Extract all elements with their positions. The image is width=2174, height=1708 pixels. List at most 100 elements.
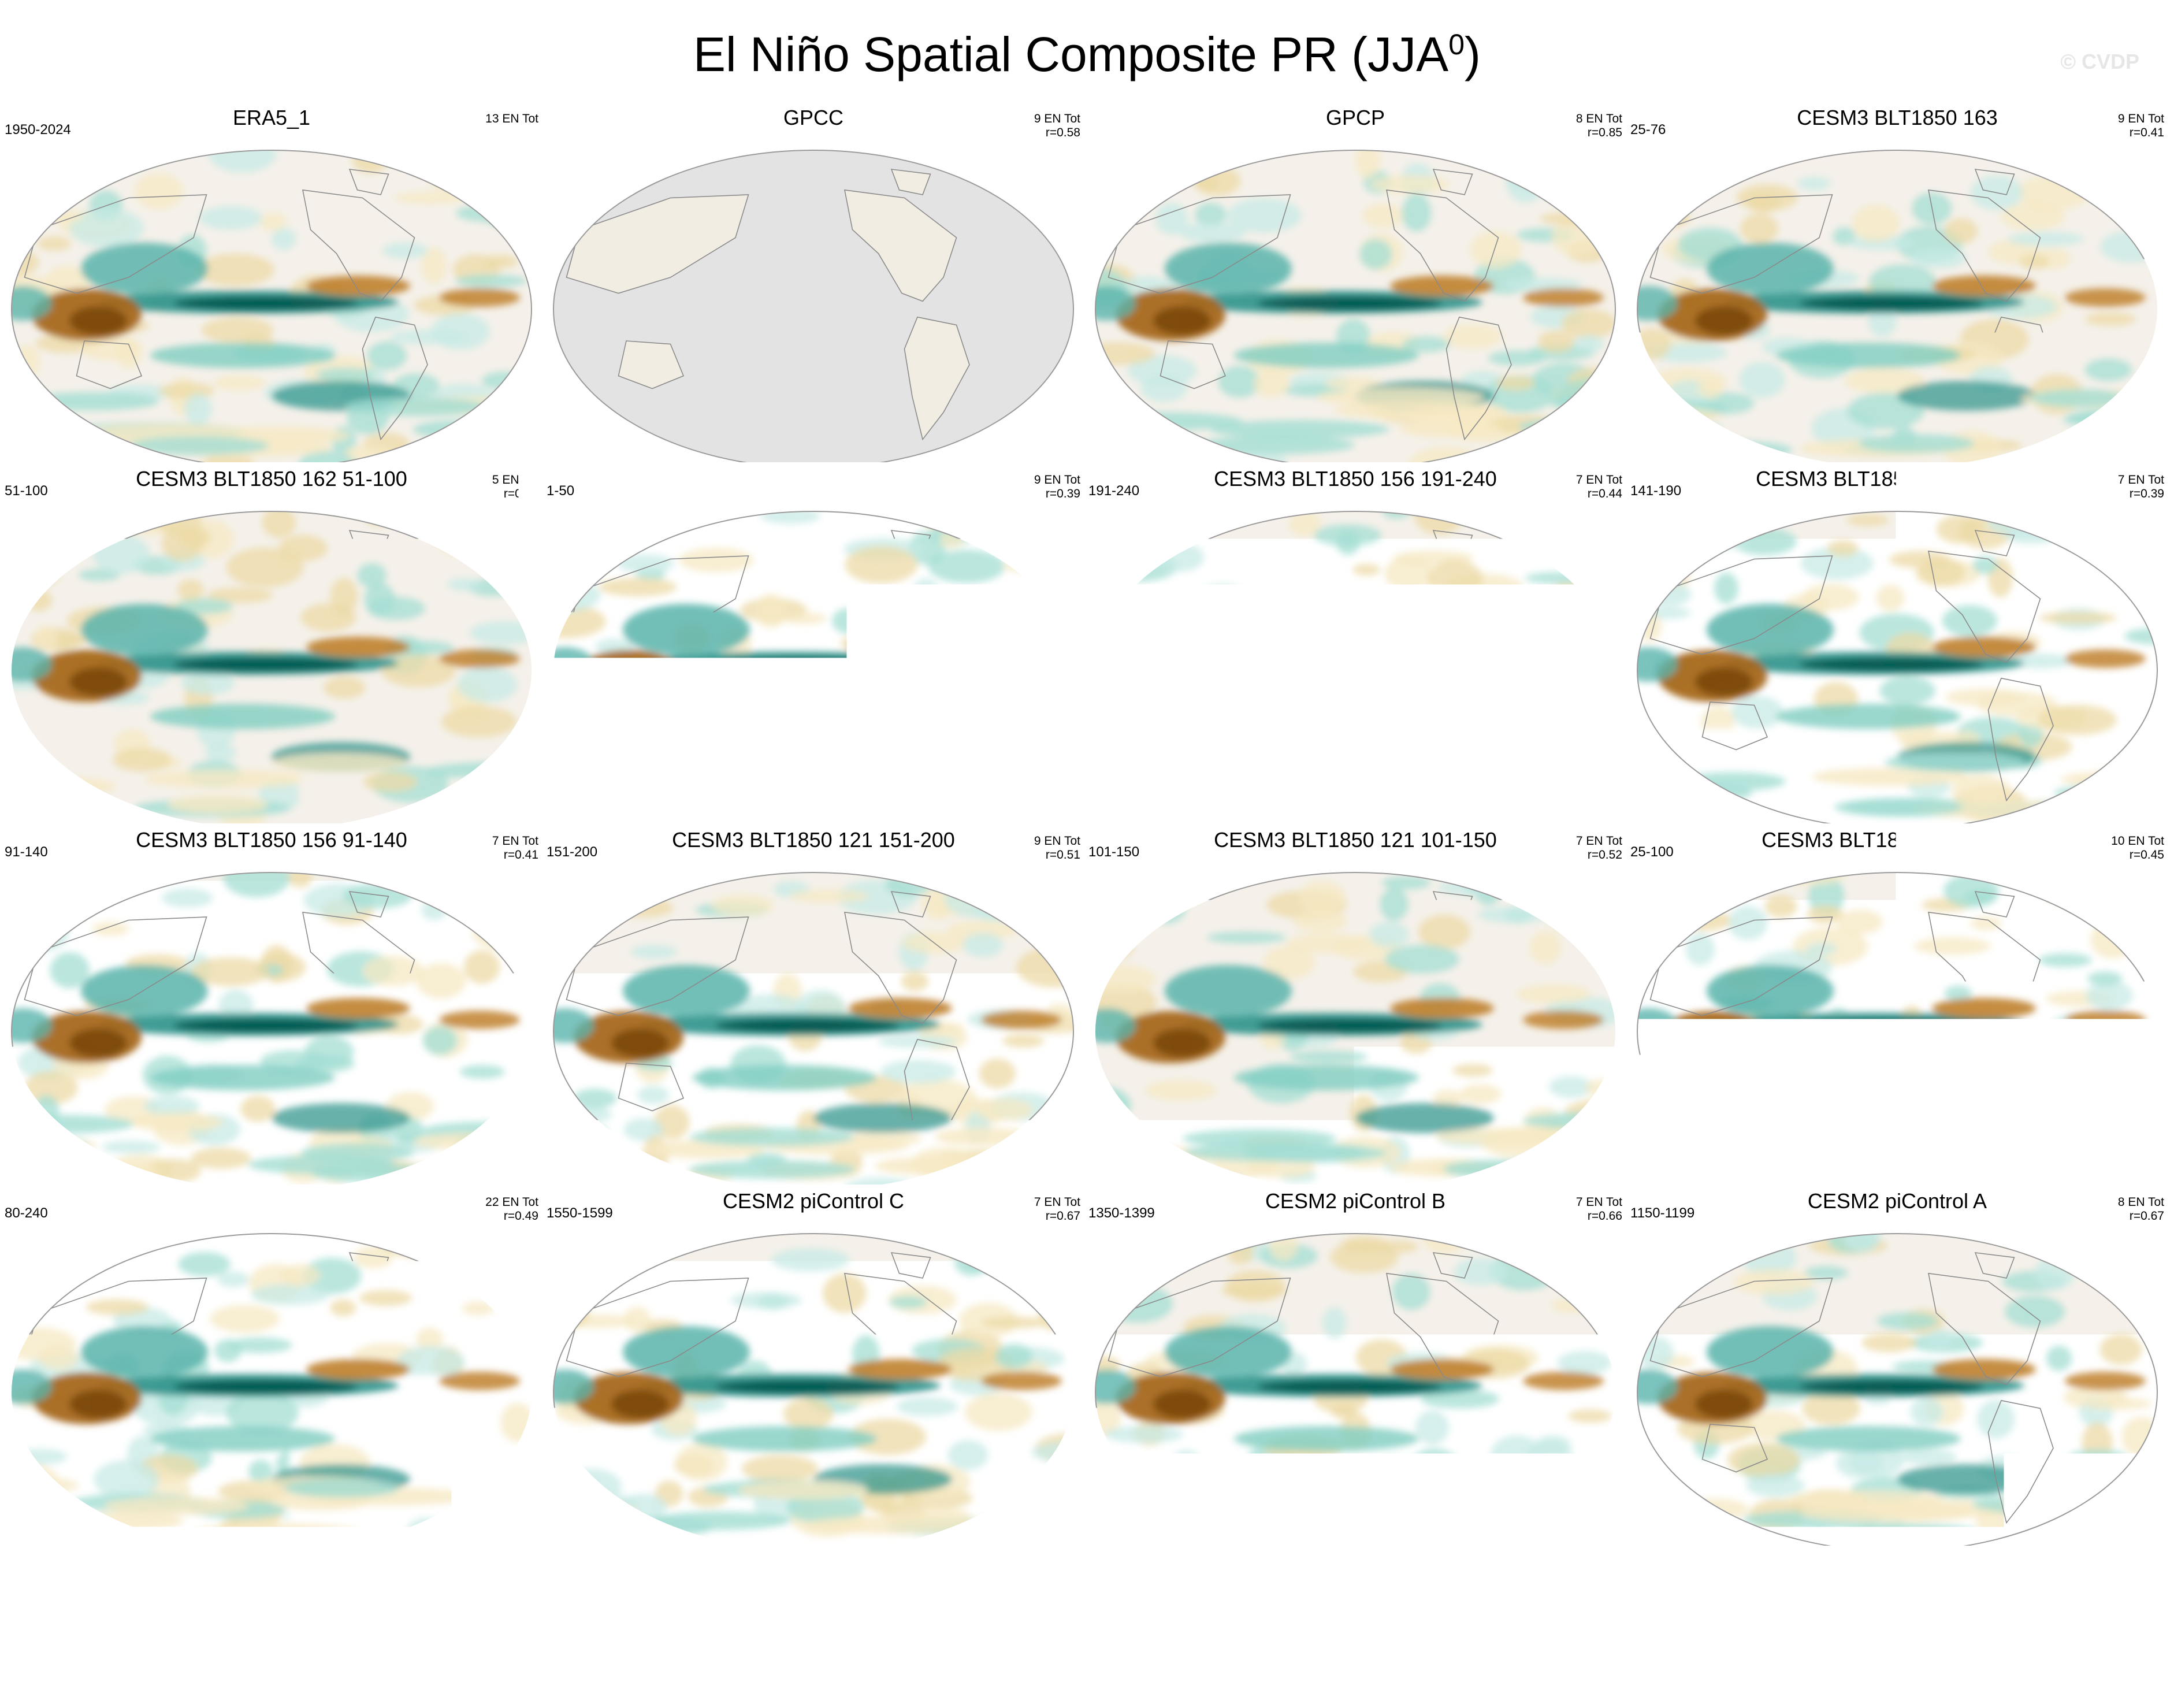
precip-anomaly-blob	[848, 998, 952, 1019]
precip-anomaly-blob	[2124, 419, 2158, 450]
precip-anomaly-blob	[343, 883, 412, 908]
precip-anomaly-blob	[601, 793, 657, 815]
precip-anomaly-blob	[1119, 1146, 1165, 1180]
precip-anomaly-blob	[102, 1141, 161, 1153]
precip-anomaly-blob	[1836, 1449, 1883, 1478]
colorbar-segment	[1575, 1577, 1645, 1610]
precip-anomaly-blob	[1877, 1312, 1938, 1330]
precip-anomaly-blob	[431, 172, 480, 193]
precip-anomaly-blob	[1028, 1480, 1063, 1511]
colorbar-tick-label: -4	[514, 1616, 542, 1653]
precip-anomaly-blob	[367, 341, 407, 370]
precip-anomaly-blob	[1727, 1443, 1800, 1477]
precip-anomaly-blob	[1799, 296, 1984, 310]
precip-anomaly-blob	[55, 1222, 90, 1249]
colorbar-tick-label: 5	[1707, 1616, 1725, 1653]
colorbar-segment	[1087, 1577, 1157, 1610]
precip-anomaly-blob	[2048, 439, 2100, 462]
precip-anomaly-blob	[751, 689, 812, 704]
precip-anomaly-blob	[69, 667, 127, 696]
precip-anomaly-blob	[939, 532, 964, 548]
watermark: © CVDP	[2060, 50, 2139, 74]
precip-anomaly-blob	[2065, 288, 2146, 307]
precip-anomaly-blob	[1862, 1333, 1917, 1352]
precip-anomaly-blob	[542, 1502, 638, 1521]
precip-anomaly-blob	[1917, 558, 1965, 586]
precip-anomaly-blob	[484, 255, 518, 269]
precip-anomaly-blob	[1149, 499, 1185, 534]
precip-anomaly-blob	[1317, 388, 1484, 407]
event-count: 8 EN Tot	[1576, 112, 1622, 126]
precip-anomaly-blob	[1, 517, 51, 544]
precip-anomaly-blob	[38, 236, 71, 251]
precip-anomaly-blob	[2039, 612, 2117, 624]
precip-anomaly-blob	[1002, 1034, 1044, 1048]
panel-stats: 7 EN Tot r=0.66	[1576, 1195, 1622, 1223]
precip-anomaly-blob	[1588, 888, 1616, 913]
precip-anomaly-blob	[1355, 143, 1380, 179]
precip-anomaly-blob	[2118, 749, 2169, 773]
precip-anomaly-blob	[210, 1305, 280, 1332]
precip-anomaly-blob	[1523, 1372, 1604, 1390]
precip-anomaly-blob	[129, 436, 269, 455]
precip-anomaly-blob	[396, 1346, 464, 1378]
precip-anomaly-blob	[1470, 231, 1522, 269]
precip-anomaly-blob	[1025, 586, 1066, 620]
precip-anomaly-blob	[1390, 637, 1494, 658]
panel-title: CESM3 BLT1850 162 1-50	[542, 466, 1085, 492]
precip-anomaly-blob	[1153, 667, 1211, 696]
precip-anomaly-blob	[689, 1160, 856, 1179]
precip-anomaly-blob	[39, 1345, 79, 1370]
precip-anomaly-blob	[2082, 181, 2144, 194]
precip-anomaly-blob	[385, 1233, 466, 1251]
pattern-correlation: r=0.66	[1576, 1209, 1622, 1223]
map-panel: CESM3 BLT1850 156 91-140 91-140 7 EN Tot r=…	[0, 826, 543, 1185]
precip-anomaly-blob	[1165, 1326, 1292, 1378]
precip-anomaly-blob	[878, 1035, 956, 1048]
precip-anomaly-blob	[981, 1372, 1062, 1390]
colorbar-tick-label: -5	[444, 1616, 473, 1653]
precip-anomaly-blob	[1221, 1284, 1287, 1298]
precip-anomaly-blob	[458, 667, 518, 702]
precip-anomaly-blob	[273, 753, 407, 772]
precip-anomaly-blob	[1585, 1079, 1614, 1097]
precip-anomaly-blob	[692, 704, 877, 729]
precip-anomaly-blob	[301, 1143, 414, 1162]
precip-anomaly-blob	[2130, 165, 2157, 188]
precip-anomaly-blob	[20, 809, 81, 823]
precip-anomaly-blob	[1213, 1176, 1248, 1185]
precip-anomaly-blob	[1299, 881, 1346, 914]
precip-anomaly-blob	[1671, 532, 1750, 549]
precip-anomaly-blob	[1914, 937, 1991, 955]
precip-anomaly-blob	[25, 392, 159, 411]
panel-stats: 7 EN Tot r=0.41	[492, 834, 538, 862]
precip-anomaly-blob	[94, 1460, 159, 1499]
precip-anomaly-blob	[2090, 921, 2135, 958]
precip-anomaly-blob	[1254, 370, 1290, 398]
precip-anomaly-blob	[1842, 1524, 1981, 1542]
map-svg	[1626, 826, 2169, 1185]
event-count: 7 EN Tot	[1576, 473, 1622, 487]
panel-stats: 7 EN Tot r=0.67	[1034, 1195, 1080, 1223]
panel-period: 80-240	[5, 1205, 48, 1222]
map-svg	[542, 826, 1085, 1185]
precip-anomaly-blob	[439, 649, 520, 668]
precip-anomaly-blob	[324, 677, 365, 699]
precip-anomaly-blob	[962, 933, 1003, 957]
precip-anomaly-blob	[880, 1060, 956, 1083]
precip-anomaly-blob	[1637, 1152, 1798, 1170]
precip-anomaly-blob	[560, 508, 632, 539]
precip-anomaly-blob	[901, 971, 928, 991]
precip-anomaly-blob	[542, 527, 567, 552]
panel-period: 1350-1399	[1088, 1205, 1155, 1222]
precip-anomaly-blob	[1581, 1152, 1627, 1164]
precip-anomaly-blob	[561, 1159, 662, 1177]
colorbar-tick-label: 3	[1567, 1616, 1585, 1653]
precip-anomaly-blob	[1746, 1223, 1781, 1253]
map-panel: CESM3 BLT1850 156 191-240 191-240 7 EN Tot…	[1084, 465, 1627, 823]
panel-stats: 9 EN Tot r=0.58	[1034, 112, 1080, 140]
precip-anomaly-blob	[2065, 1011, 2146, 1029]
precip-anomaly-blob	[1837, 909, 1883, 934]
precip-anomaly-blob	[976, 881, 1028, 901]
pattern-correlation: r=0.58	[1034, 126, 1080, 140]
